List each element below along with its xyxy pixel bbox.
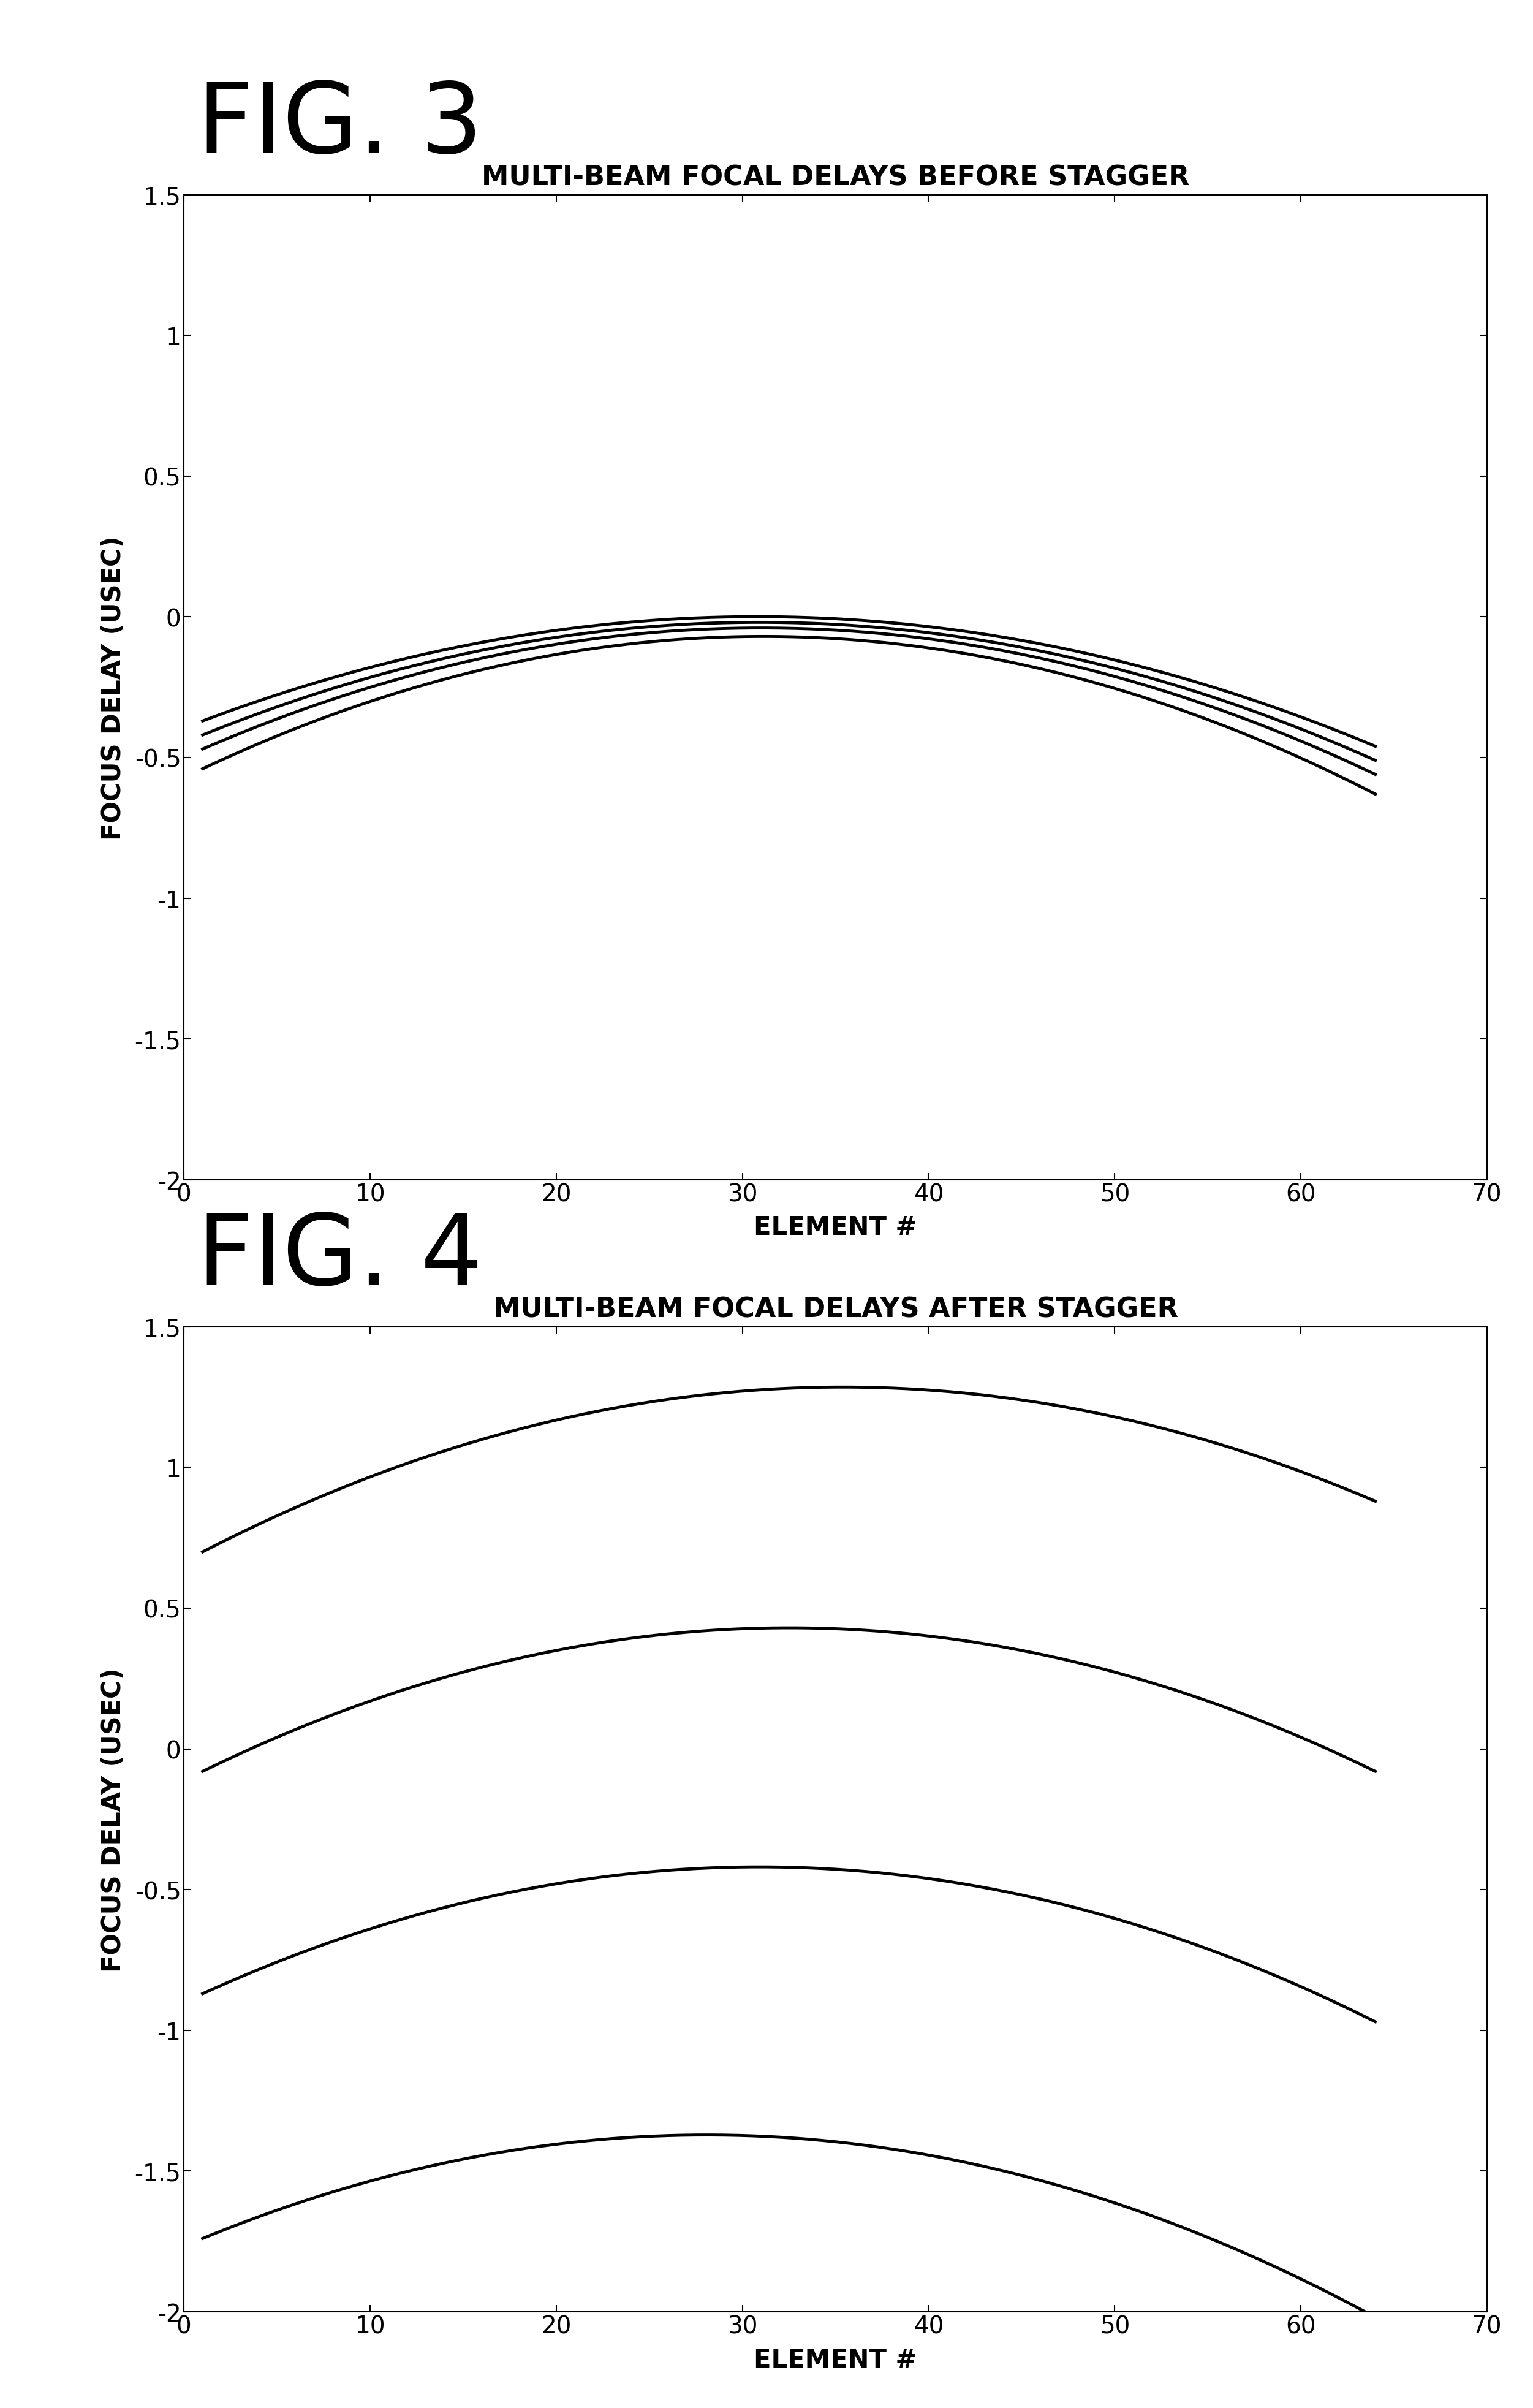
- X-axis label: ELEMENT #: ELEMENT #: [754, 2345, 917, 2372]
- Title: MULTI-BEAM FOCAL DELAYS AFTER STAGGER: MULTI-BEAM FOCAL DELAYS AFTER STAGGER: [494, 1296, 1177, 1322]
- Y-axis label: FOCUS DELAY (USEC): FOCUS DELAY (USEC): [100, 535, 126, 840]
- Text: FIG. 4: FIG. 4: [196, 1209, 483, 1305]
- X-axis label: ELEMENT #: ELEMENT #: [754, 1214, 917, 1240]
- Y-axis label: FOCUS DELAY (USEC): FOCUS DELAY (USEC): [100, 1666, 126, 1972]
- Text: FIG. 3: FIG. 3: [196, 77, 483, 173]
- Title: MULTI-BEAM FOCAL DELAYS BEFORE STAGGER: MULTI-BEAM FOCAL DELAYS BEFORE STAGGER: [481, 164, 1190, 190]
